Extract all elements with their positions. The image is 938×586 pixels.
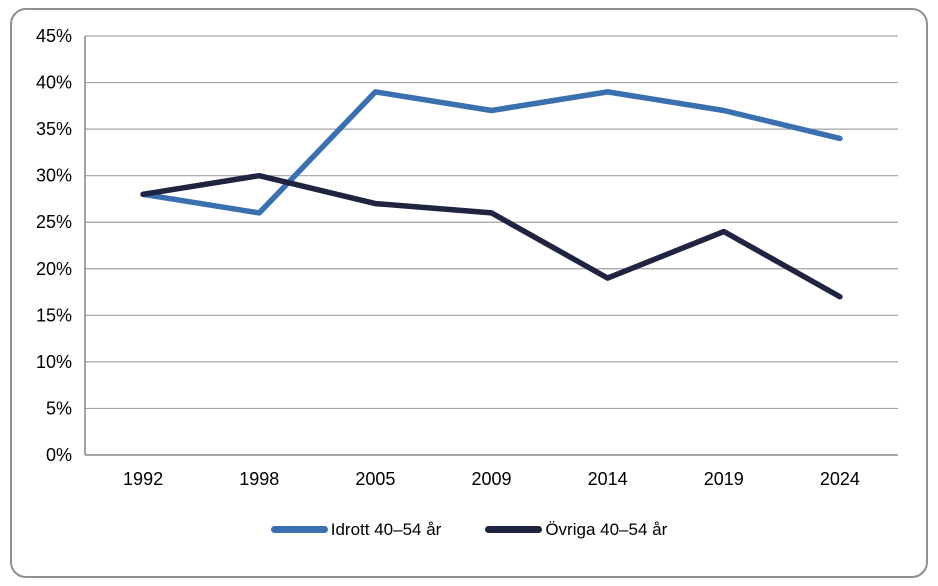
legend-swatch-ovriga-icon [485,526,543,533]
y-tick-label: 0% [46,445,72,465]
y-tick-label: 45% [36,26,72,46]
y-tick-label: 15% [36,305,72,325]
chart-border-frame [10,8,928,578]
legend-label-ovriga: Övriga 40–54 år [545,520,668,539]
x-tick-label: 2019 [704,469,744,489]
y-tick-label: 40% [36,73,72,93]
series-line-idrott [140,89,843,216]
chart-legend: Idrott 40–54 år Övriga 40–54 år [0,521,938,538]
y-tick-label: 25% [36,212,72,232]
x-tick-label: 1992 [123,469,163,489]
legend-swatch-idrott-icon [270,526,328,533]
series-line-ovriga [140,172,843,300]
x-tick-label: 2014 [588,469,628,489]
y-tick-label: 10% [36,352,72,372]
x-tick-label: 1998 [239,469,279,489]
x-tick-label: 2009 [471,469,511,489]
y-tick-label: 30% [36,166,72,186]
x-tick-label: 2005 [355,469,395,489]
x-tick-label: 2024 [820,469,860,489]
y-tick-label: 35% [36,119,72,139]
legend-label-idrott: Idrott 40–54 år [330,520,442,539]
legend-item-idrott: Idrott 40–54 år [270,520,442,539]
y-tick-label: 20% [36,259,72,279]
legend-item-ovriga: Övriga 40–54 år [485,521,667,538]
y-tick-label: 5% [46,398,72,418]
